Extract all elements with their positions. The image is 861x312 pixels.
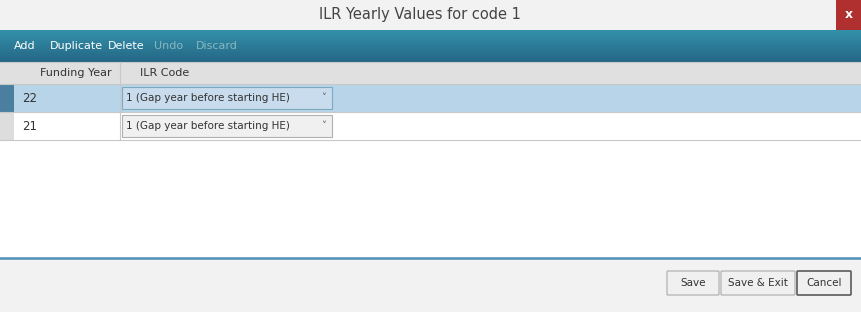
Bar [835, 0, 861, 30]
FancyBboxPatch shape [796, 271, 850, 295]
Bar [0, 34, 861, 35]
Text: 22: 22 [22, 91, 37, 105]
Bar [0, 53, 861, 55]
Bar [122, 87, 331, 109]
Bar [0, 52, 861, 54]
Bar [0, 54, 861, 55]
Bar [0, 42, 861, 43]
Text: 1 (Gap year before starting HE): 1 (Gap year before starting HE) [126, 121, 289, 131]
Bar [0, 55, 861, 56]
Bar [0, 41, 861, 42]
Bar [0, 38, 861, 39]
Bar [0, 33, 861, 35]
Text: Save & Exit: Save & Exit [728, 278, 787, 288]
Bar [0, 46, 861, 47]
Text: Discard: Discard [195, 41, 238, 51]
Bar [0, 112, 14, 140]
Bar [0, 62, 861, 84]
Bar [0, 51, 861, 52]
Bar [0, 40, 861, 41]
Text: Delete: Delete [108, 41, 145, 51]
FancyBboxPatch shape [720, 271, 794, 295]
Bar [0, 39, 861, 40]
Text: ILR Yearly Values for code 1: ILR Yearly Values for code 1 [319, 7, 520, 22]
Text: Funding Year: Funding Year [40, 68, 111, 78]
Bar [0, 84, 14, 112]
Bar [0, 47, 861, 48]
Bar [0, 259, 861, 312]
Bar [0, 112, 861, 140]
Bar [0, 44, 861, 45]
Bar [0, 49, 861, 51]
Text: ILR Code: ILR Code [139, 68, 189, 78]
Bar [0, 61, 861, 62]
Bar [0, 44, 861, 46]
Text: Duplicate: Duplicate [50, 41, 103, 51]
Bar [0, 84, 861, 112]
Bar [0, 43, 861, 44]
Bar [0, 35, 861, 36]
Bar [14, 84, 120, 112]
Bar [0, 58, 861, 59]
Text: Add: Add [14, 41, 35, 51]
Bar [0, 32, 861, 34]
Text: 1 (Gap year before starting HE): 1 (Gap year before starting HE) [126, 93, 289, 103]
FancyBboxPatch shape [666, 271, 718, 295]
Bar [0, 37, 861, 38]
Bar [0, 45, 861, 46]
Bar [0, 60, 861, 61]
Bar [0, 37, 861, 38]
Bar [0, 57, 861, 59]
Text: Cancel: Cancel [805, 278, 841, 288]
Bar [0, 48, 861, 49]
Bar [0, 61, 861, 62]
Bar [0, 30, 861, 31]
Text: ˅: ˅ [321, 121, 326, 131]
Bar [0, 50, 861, 51]
Bar [0, 48, 861, 50]
Text: Save: Save [679, 278, 705, 288]
Text: Undo: Undo [154, 41, 183, 51]
Bar [0, 0, 861, 30]
Bar [0, 40, 861, 42]
Bar [0, 59, 861, 60]
Bar [0, 36, 861, 37]
Bar [0, 56, 861, 57]
Text: 21: 21 [22, 119, 37, 133]
Bar [0, 51, 861, 53]
Bar [122, 115, 331, 137]
Bar [0, 32, 861, 33]
Text: ˅: ˅ [321, 93, 326, 103]
Text: x: x [844, 8, 852, 22]
Bar [0, 31, 861, 32]
Bar [0, 56, 861, 58]
Bar [14, 112, 120, 140]
Bar [0, 140, 861, 258]
